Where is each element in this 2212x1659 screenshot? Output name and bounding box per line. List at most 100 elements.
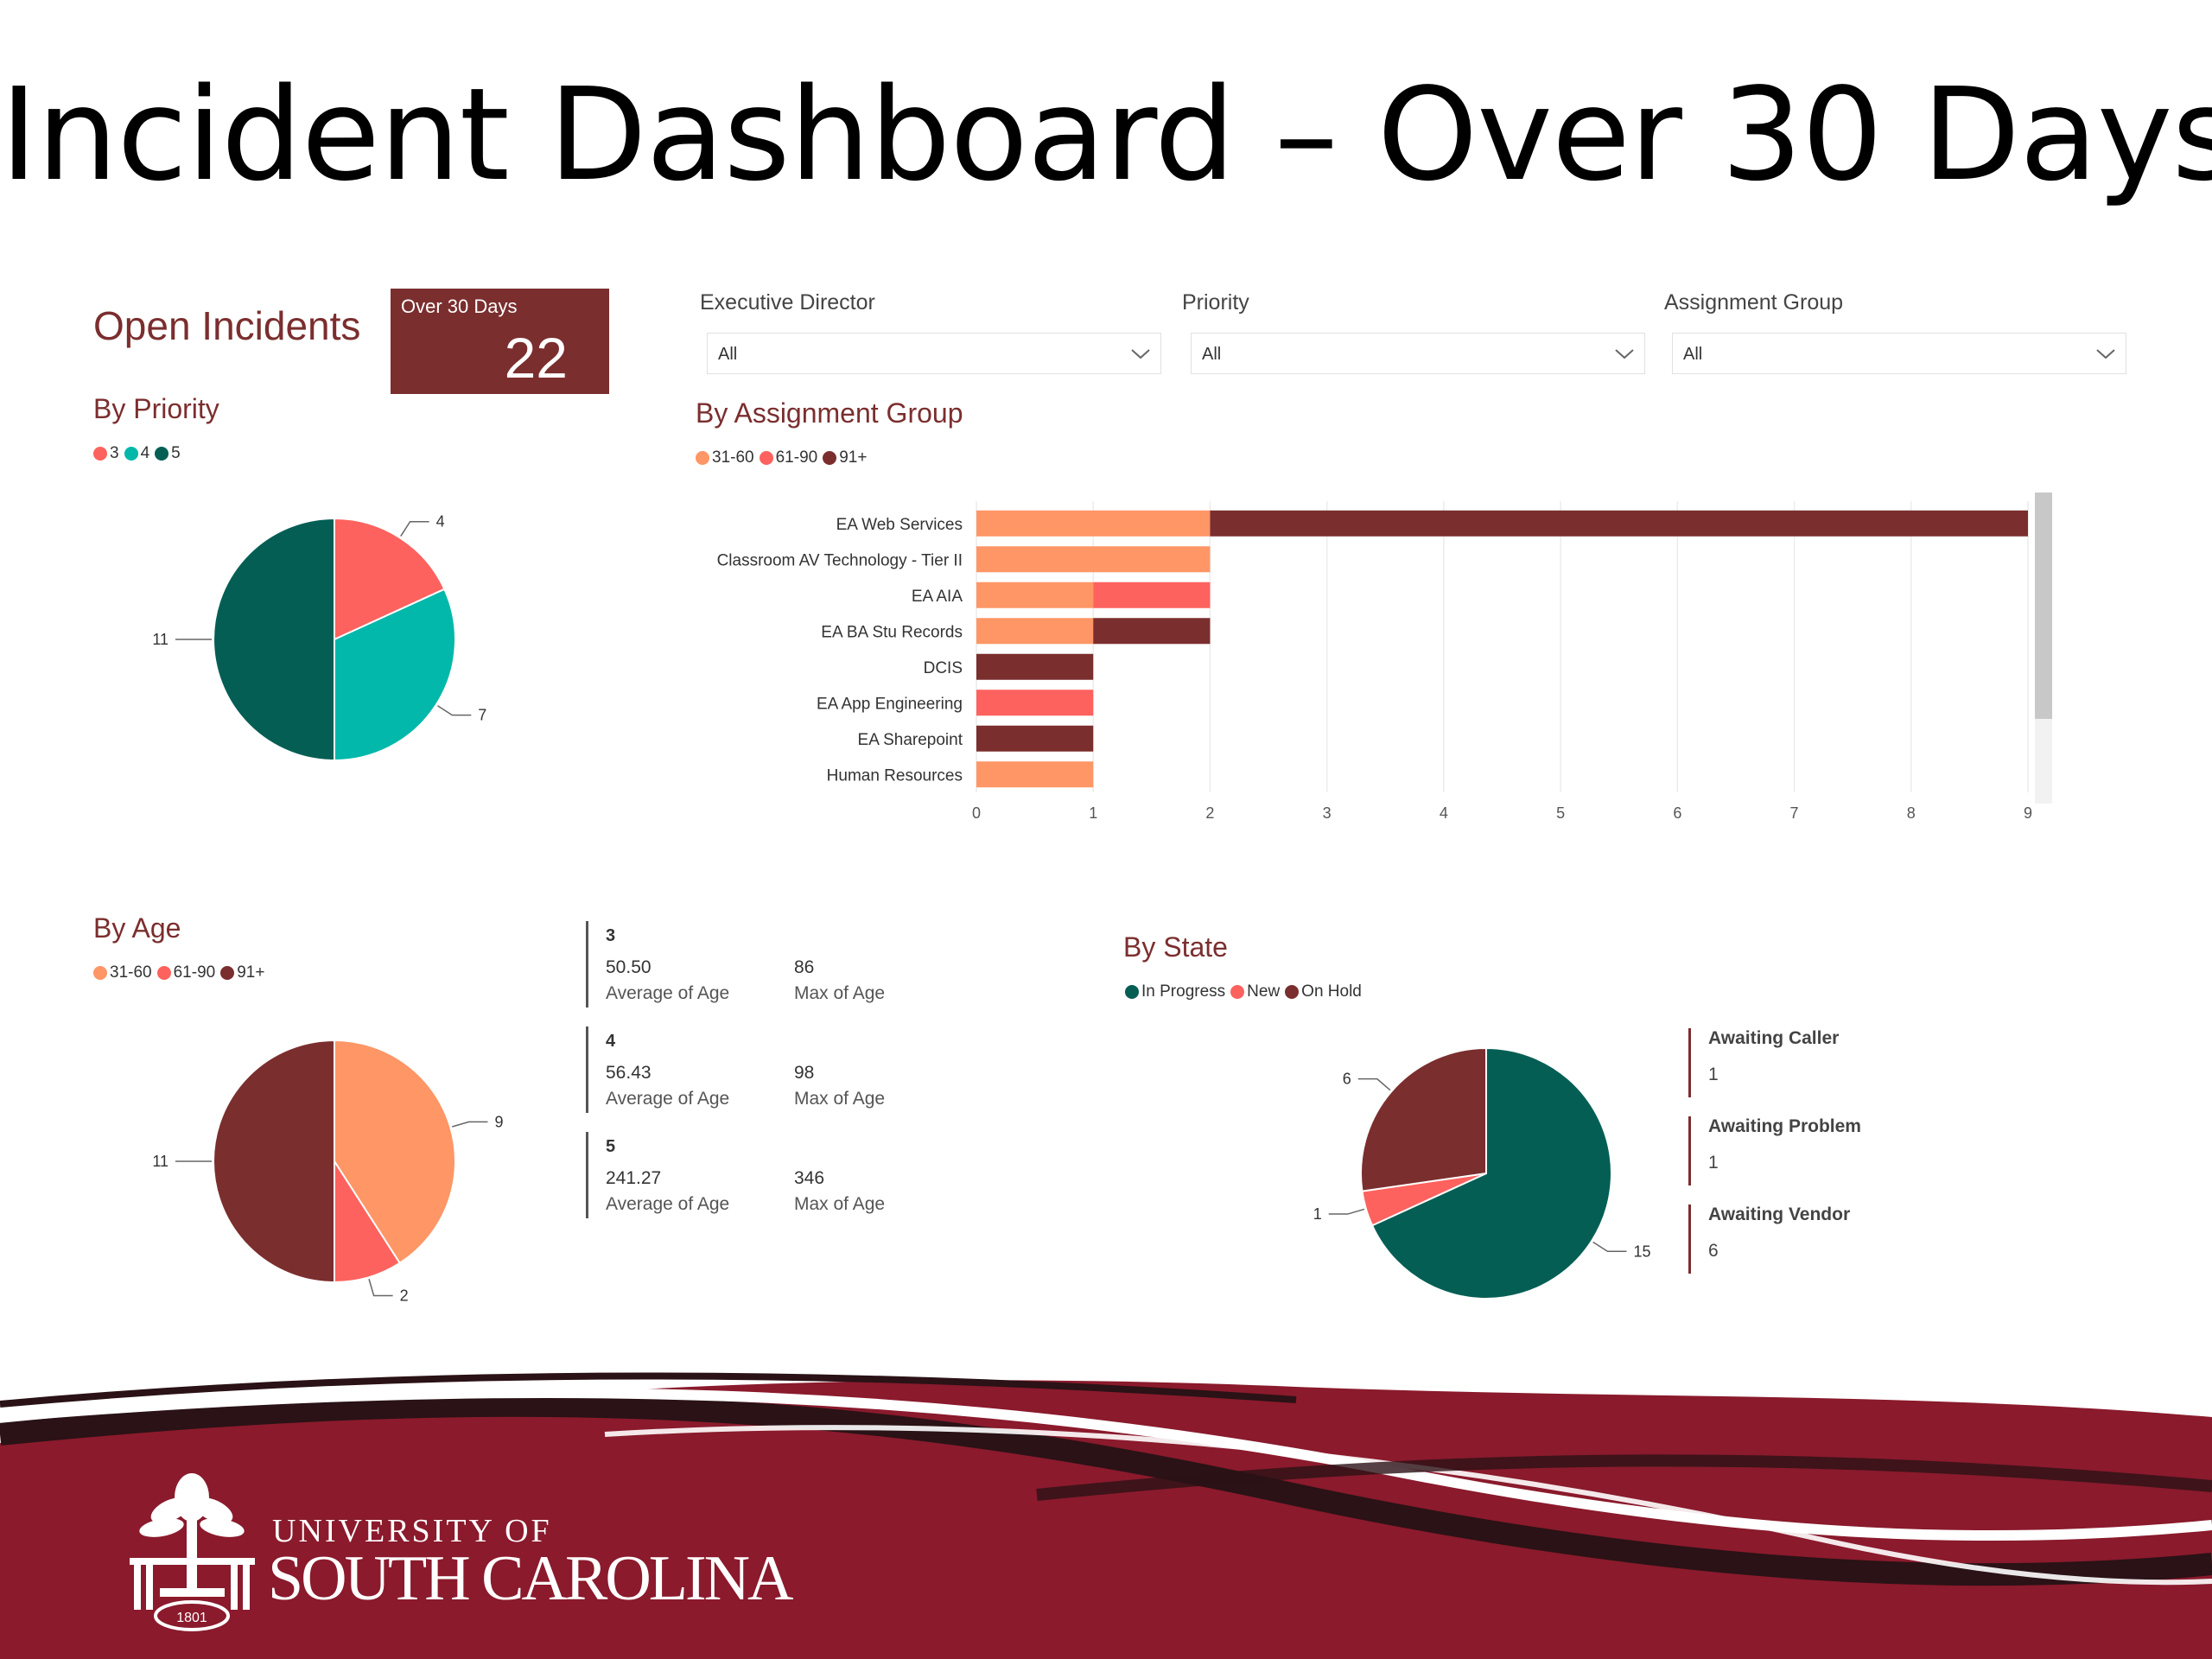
priority-pie-chart: 4 7 11 xyxy=(152,513,486,762)
legend-item[interactable]: 3 xyxy=(93,444,119,463)
legend-label: 91+ xyxy=(237,963,265,982)
legend-label: 61-90 xyxy=(775,448,818,467)
x-tick-label: 1 xyxy=(1089,804,1097,822)
legend-item[interactable]: 91+ xyxy=(823,448,867,467)
x-tick-label: 4 xyxy=(1440,804,1448,822)
pie-slice[interactable] xyxy=(213,1039,335,1284)
bar-segment[interactable] xyxy=(976,546,1211,573)
age-card-avg-value: 56.43 xyxy=(606,1063,652,1083)
pie-leader-line xyxy=(1328,1208,1365,1215)
legend-item[interactable]: 4 xyxy=(124,444,150,463)
state-card-value: 1 xyxy=(1708,1065,1719,1084)
x-tick-label: 2 xyxy=(1205,804,1214,822)
kpi-card: Over 30 Days 22 xyxy=(391,289,609,394)
executive-director-value: All xyxy=(718,345,738,364)
legend-label: 4 xyxy=(140,444,150,462)
executive-director-label: Executive Director xyxy=(700,290,875,315)
assignment-group-value: All xyxy=(1683,345,1703,364)
bar-segment[interactable] xyxy=(976,761,1094,788)
state-card-label: Awaiting Problem xyxy=(1708,1116,1861,1136)
legend-dot-icon xyxy=(696,451,709,465)
pie-slice[interactable] xyxy=(334,517,446,641)
pie-leader-line xyxy=(368,1279,393,1297)
pie-data-label: 4 xyxy=(436,513,445,531)
pie-slice[interactable] xyxy=(1370,1046,1612,1300)
age-card-avg-label: Average of Age xyxy=(606,1089,730,1109)
assignment-bar-chart: 0 1 2 3 4 5 6 7 8 9 EA Web Services Classroom AV Te… xyxy=(717,493,2052,822)
bar-segment[interactable] xyxy=(976,725,1094,752)
kpi-label: Over 30 Days xyxy=(401,296,518,317)
legend-item[interactable]: On Hold xyxy=(1285,982,1362,1001)
state-card-value: 6 xyxy=(1708,1241,1719,1261)
age-card: 4 56.43 Average of Age 98 Max of Age xyxy=(586,1027,967,1113)
scrollbar-thumb[interactable] xyxy=(2035,493,2052,719)
executive-director-dropdown[interactable]: All xyxy=(707,333,1161,374)
pie-slice[interactable] xyxy=(213,517,335,762)
by-state-legend: In Progress New On Hold xyxy=(1125,982,1367,1001)
legend-label: 31-60 xyxy=(110,963,152,982)
by-state-title: By State xyxy=(1123,931,1228,963)
usc-seal-logo: 1801 xyxy=(130,1473,255,1631)
legend-item[interactable]: 91+ xyxy=(220,963,264,982)
age-card-avg-label: Average of Age xyxy=(606,1194,730,1214)
kpi-value: 22 xyxy=(504,326,568,390)
age-card-max-label: Max of Age xyxy=(794,1089,886,1109)
legend-item[interactable]: New xyxy=(1230,982,1280,1001)
category-label: EA App Engineering xyxy=(817,695,963,713)
legend-label: 31-60 xyxy=(712,448,754,467)
pie-slice[interactable] xyxy=(334,588,456,762)
legend-item[interactable]: 31-60 xyxy=(696,448,754,467)
bar-segment[interactable] xyxy=(976,690,1094,716)
pie-data-label: 1 xyxy=(1313,1205,1322,1223)
legend-dot-icon xyxy=(1285,985,1300,999)
by-priority-legend: 3 4 5 xyxy=(93,444,186,463)
pie-data-label: 11 xyxy=(152,1153,168,1170)
age-card: 3 50.50 Average of Age 86 Max of Age xyxy=(586,921,967,1007)
pie-data-label: 11 xyxy=(152,631,168,648)
priority-label: Priority xyxy=(1182,290,1249,315)
pie-data-label: 9 xyxy=(494,1113,503,1130)
bar-segment[interactable] xyxy=(976,582,1094,608)
bar-segment[interactable] xyxy=(1093,618,1211,645)
bar-segment[interactable] xyxy=(976,653,1094,680)
bar-segment[interactable] xyxy=(976,510,1211,537)
age-card-max-label: Max of Age xyxy=(794,1194,886,1214)
age-card-avg-label: Average of Age xyxy=(606,983,730,1003)
age-card-avg-value: 50.50 xyxy=(606,957,652,977)
pie-leader-line xyxy=(400,520,429,537)
x-tick-label: 7 xyxy=(1790,804,1799,822)
legend-label: 5 xyxy=(171,444,181,462)
state-card: Awaiting Caller 1 xyxy=(1688,1028,1839,1097)
age-card: 5 241.27 Average of Age 346 Max of Age xyxy=(586,1132,967,1218)
legend-item[interactable]: 61-90 xyxy=(759,448,818,467)
legend-dot-icon xyxy=(93,447,107,461)
legend-label: In Progress xyxy=(1141,982,1226,1001)
by-age-legend: 31-60 61-90 91+ xyxy=(93,963,270,982)
age-card-priority: 5 xyxy=(606,1137,616,1156)
assignment-group-dropdown[interactable]: All xyxy=(1672,333,2126,374)
legend-item[interactable]: 31-60 xyxy=(93,963,152,982)
age-card-priority: 3 xyxy=(606,926,616,945)
legend-dot-icon xyxy=(124,447,138,461)
seal-year: 1801 xyxy=(176,1611,207,1625)
age-pie-chart: 9 2 11 xyxy=(152,1039,503,1304)
bar-segment[interactable] xyxy=(1210,510,2028,537)
brand-line-2: SOUTH CAROLINA xyxy=(268,1543,793,1614)
pie-slice[interactable] xyxy=(1360,1046,1487,1192)
slide-title: Incident Dashboard – Over 30 Days xyxy=(0,60,2212,209)
age-card-max-label: Max of Age xyxy=(794,983,886,1003)
legend-item[interactable]: 61-90 xyxy=(156,963,215,982)
state-card: Awaiting Vendor 6 xyxy=(1688,1205,1850,1274)
legend-item[interactable]: 5 xyxy=(155,444,181,463)
priority-value: All xyxy=(1202,345,1222,364)
legend-item[interactable]: In Progress xyxy=(1125,982,1225,1001)
legend-dot-icon xyxy=(93,966,107,980)
category-label: Classroom AV Technology - Tier II xyxy=(717,551,963,569)
x-tick-label: 9 xyxy=(2024,804,2032,822)
age-card-priority: 4 xyxy=(606,1032,616,1051)
legend-dot-icon xyxy=(823,451,837,465)
bar-segment[interactable] xyxy=(976,618,1094,645)
priority-dropdown[interactable]: All xyxy=(1191,333,1645,374)
pie-slice[interactable] xyxy=(334,1158,402,1284)
bar-segment[interactable] xyxy=(1093,582,1211,608)
